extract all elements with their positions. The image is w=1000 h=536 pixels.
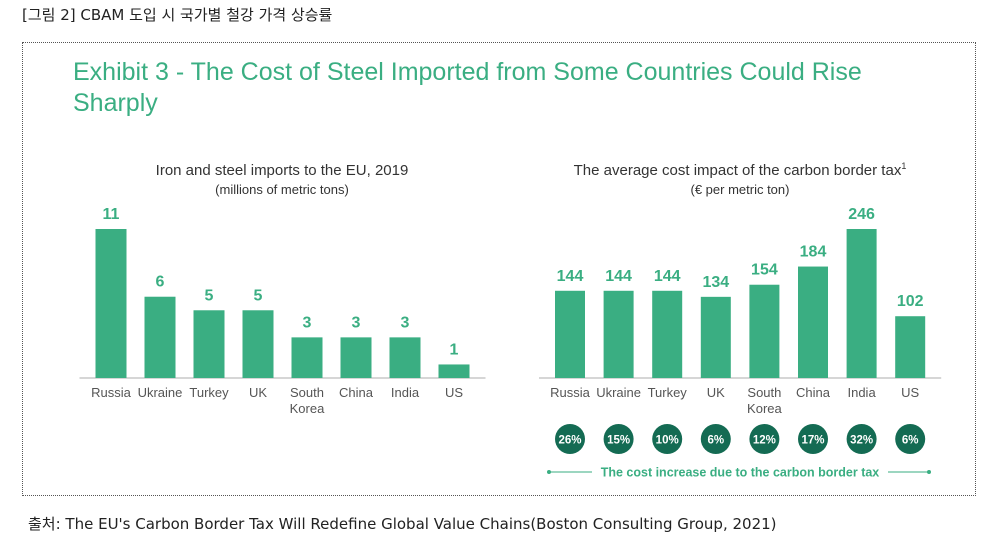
chart2-bar [603, 290, 634, 378]
chart2-cost-increase-label: 15% [607, 435, 630, 447]
chart1-tick-label: Russia [91, 385, 132, 400]
chart2-cost-increase-badge [555, 424, 585, 454]
chart2-data-label: 102 [897, 293, 924, 310]
chart2-bar [700, 296, 731, 378]
chart1-bar [95, 229, 127, 378]
figure-caption: [그림 2] CBAM 도입 시 국가별 철강 가격 상승률 [22, 6, 333, 24]
chart1-data-label: 3 [401, 314, 410, 331]
chart2-subtitle: (€ per metric ton) [691, 182, 790, 197]
chart2-title: The average cost impact of the carbon bo… [574, 161, 907, 179]
chart2-data-label: 144 [654, 268, 681, 285]
chart2-cost-increase-label: 26% [558, 435, 581, 447]
chart1-data-label: 3 [352, 314, 361, 331]
chart2-cost-increase-badge [846, 424, 877, 454]
chart2-tick-label: Turkey [648, 385, 688, 400]
chart1-tick-label: Turkey [189, 385, 229, 400]
chart2-title-footnote-mark: 1 [901, 161, 906, 171]
chart2-bar [749, 284, 780, 378]
chart2-cost-increase-badge [700, 424, 731, 454]
chart1-tick-label: UK [249, 385, 267, 400]
chart2-caption-dot-right [927, 470, 931, 474]
chart2-cost-increase-caption: The cost increase due to the carbon bord… [601, 466, 880, 480]
chart1-data-label: 1 [450, 341, 459, 358]
chart1-bar [291, 337, 323, 378]
chart2-cost-increase-badge [798, 424, 828, 454]
chart2-data-label: 246 [848, 206, 875, 223]
source-note: 출처: The EU's Carbon Border Tax Will Rede… [28, 515, 777, 533]
chart2-cost-increase-label: 32% [850, 435, 873, 447]
chart1-tick-label: China [339, 385, 374, 400]
chart1-bar [242, 310, 274, 378]
chart2-bar [846, 229, 877, 378]
chart2-cost-increase-label: 10% [656, 435, 679, 447]
chart2-data-label: 144 [557, 268, 584, 285]
chart2-data-label: 154 [751, 262, 778, 279]
chart1-tick-label: South [290, 385, 324, 400]
chart1-tick-label: Ukraine [138, 385, 183, 400]
chart2-tick-label: South [747, 385, 781, 400]
chart1-data-label: 5 [205, 287, 214, 304]
chart2-cost-increase-badge [603, 424, 634, 454]
chart2-bar [798, 266, 828, 378]
chart1-data-label: 11 [103, 206, 120, 223]
chart1-bar [438, 364, 470, 378]
chart2-cost-increase-label: 12% [753, 435, 776, 447]
chart2-cost-increase-label: 17% [801, 435, 824, 447]
chart1-data-label: 5 [254, 287, 263, 304]
chart2-cost-increase-label: 6% [707, 435, 724, 447]
chart1-bar [389, 337, 421, 378]
chart1-data-label: 3 [303, 314, 312, 331]
chart2-data-label: 144 [605, 268, 632, 285]
chart2-cost-increase-badge [652, 424, 683, 454]
chart2-tick-label: UK [707, 385, 725, 400]
chart1-bar [193, 310, 225, 378]
exhibit-title: Exhibit 3 - The Cost of Steel Imported f… [73, 58, 862, 117]
chart1-bar [144, 296, 176, 378]
chart2-tick-label: Ukraine [596, 385, 641, 400]
chart2-caption-dot-left [547, 470, 551, 474]
chart2-tick-label: India [847, 385, 876, 400]
chart2-bar [895, 316, 926, 378]
chart2-tick-label: China [796, 385, 831, 400]
chart2-data-label: 184 [800, 244, 827, 261]
figure-frame: Exhibit 3 - The Cost of Steel Imported f… [22, 42, 976, 496]
chart2-bar [652, 290, 683, 378]
chart1-bar [340, 337, 372, 378]
chart2-bar [555, 290, 585, 378]
chart2-cost-increase-badge [895, 424, 926, 454]
chart1-subtitle: (millions of metric tons) [215, 182, 349, 197]
chart1-data-label: 6 [156, 274, 165, 291]
chart2-tick-label: Korea [747, 401, 782, 416]
chart1-tick-label: India [391, 385, 420, 400]
chart2-data-label: 134 [702, 274, 729, 291]
chart1-tick-label: Korea [290, 401, 325, 416]
chart2-cost-increase-label: 6% [902, 435, 919, 447]
chart2-tick-label: Russia [550, 385, 591, 400]
chart1-tick-label: US [445, 385, 463, 400]
chart1-title: Iron and steel imports to the EU, 2019 [156, 162, 409, 179]
chart2-cost-increase-badge [749, 424, 780, 454]
chart2-tick-label: US [901, 385, 919, 400]
